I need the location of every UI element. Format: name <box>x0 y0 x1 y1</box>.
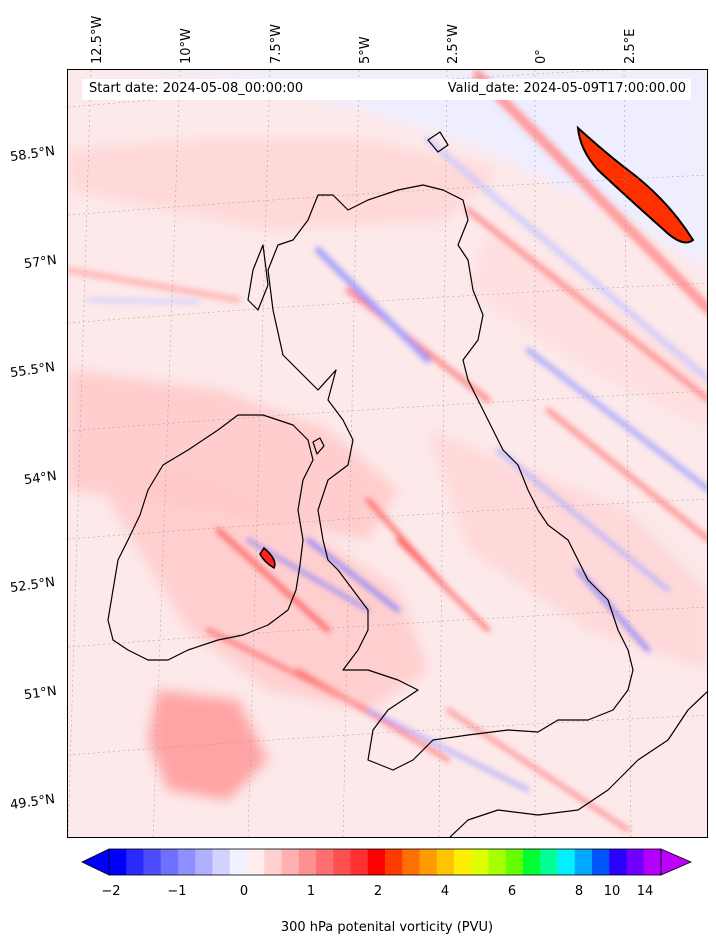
isle-of-man-coast <box>312 437 325 455</box>
colorbar-under-arrow <box>81 848 110 876</box>
colorbar-swatch <box>264 849 282 875</box>
header-bar: Start date: 2024-05-08_00:00:00 Valid_da… <box>82 79 691 100</box>
colorbar-tick-1: 1 <box>306 884 316 899</box>
colorbar-swatch <box>160 849 179 875</box>
map-frame: Start date: 2024-05-08_00:00:00 Valid_da… <box>67 69 708 838</box>
colorbar-swatch <box>229 849 248 875</box>
lon-label-12-5w: 12.5°W <box>90 15 105 64</box>
colorbar-swatch <box>143 849 162 875</box>
colorbar-swatch <box>643 849 662 875</box>
colorbar-tick-neg1: −1 <box>167 884 187 899</box>
pv-field-map <box>68 70 707 837</box>
colorbar-swatch <box>298 849 317 875</box>
colorbar-swatch <box>488 849 507 875</box>
lat-label-54n: 54°N <box>23 468 58 489</box>
colorbar-tick-8: 8 <box>574 884 584 899</box>
colorbar-swatch <box>454 849 472 875</box>
colorbar-swatch <box>557 849 576 875</box>
colorbar-tick-4: 4 <box>440 884 450 899</box>
lat-label-58-5n: 58.5°N <box>9 143 56 166</box>
colorbar-swatch <box>574 849 593 875</box>
colorbar-swatch <box>592 849 610 875</box>
start-date-text: Start date: 2024-05-08_00:00:00 <box>89 81 304 96</box>
colorbar <box>81 848 693 876</box>
colorbar-tick-10: 10 <box>603 884 621 899</box>
colorbar-swatch <box>316 849 334 875</box>
colorbar-swatch <box>247 849 265 875</box>
colorbar-swatch <box>195 849 213 875</box>
colorbar-swatch <box>609 849 627 875</box>
colorbar-swatch <box>419 849 438 875</box>
valid-date-text: Valid_date: 2024-05-09T17:00:00.00 <box>447 81 686 96</box>
colorbar-swatch <box>540 849 558 875</box>
colorbar-tick-neg2: −2 <box>101 884 121 899</box>
colorbar-tick-0: 0 <box>239 884 249 899</box>
colorbar-swatch <box>385 849 403 875</box>
colorbar-swatch <box>350 849 369 875</box>
colorbar-over-arrow <box>660 848 693 876</box>
orkney-coast <box>427 131 449 153</box>
lon-label-10w: 10°W <box>179 28 194 64</box>
lon-label-5w: 5°W <box>358 36 373 64</box>
hebrides-coast <box>247 244 269 311</box>
colorbar-tick-14: 14 <box>636 884 654 899</box>
colorbar-swatch <box>212 849 231 875</box>
colorbar-swatch <box>178 849 196 875</box>
lon-label-2-5e: 2.5°E <box>623 28 638 64</box>
lat-label-49-5n: 49.5°N <box>9 791 56 814</box>
colorbar-swatch <box>505 849 524 875</box>
colorbar-swatch <box>281 849 300 875</box>
colorbar-swatch <box>436 849 455 875</box>
france-coast <box>449 691 707 837</box>
colorbar-swatch <box>626 849 645 875</box>
lat-label-55-5n: 55.5°N <box>9 359 56 382</box>
colorbar-label: 300 hPa potenital vorticity (PVU) <box>280 920 494 935</box>
coastlines <box>107 131 707 837</box>
lat-label-51n: 51°N <box>23 683 58 704</box>
lat-label-57n: 57°N <box>23 252 58 273</box>
colorbar-swatch <box>523 849 541 875</box>
pv-high-band <box>259 125 695 570</box>
lat-label-52-5n: 52.5°N <box>9 574 56 597</box>
colorbar-border <box>108 848 662 876</box>
colorbar-swatch <box>109 849 127 875</box>
great-britain-coast <box>267 184 634 771</box>
lon-label-0: 0° <box>534 49 549 64</box>
pv-streaks <box>68 70 707 832</box>
lon-label-7-5w: 7.5°W <box>269 23 284 64</box>
colorbar-swatch <box>126 849 144 875</box>
ireland-coast <box>107 414 314 661</box>
colorbar-swatch <box>367 849 386 875</box>
colorbar-tick-2: 2 <box>373 884 383 899</box>
colorbar-tick-6: 6 <box>507 884 517 899</box>
colorbar-swatch <box>402 849 420 875</box>
colorbar-swatch <box>471 849 489 875</box>
lon-label-2-5w: 2.5°W <box>446 23 461 64</box>
colorbar-swatch <box>333 849 351 875</box>
